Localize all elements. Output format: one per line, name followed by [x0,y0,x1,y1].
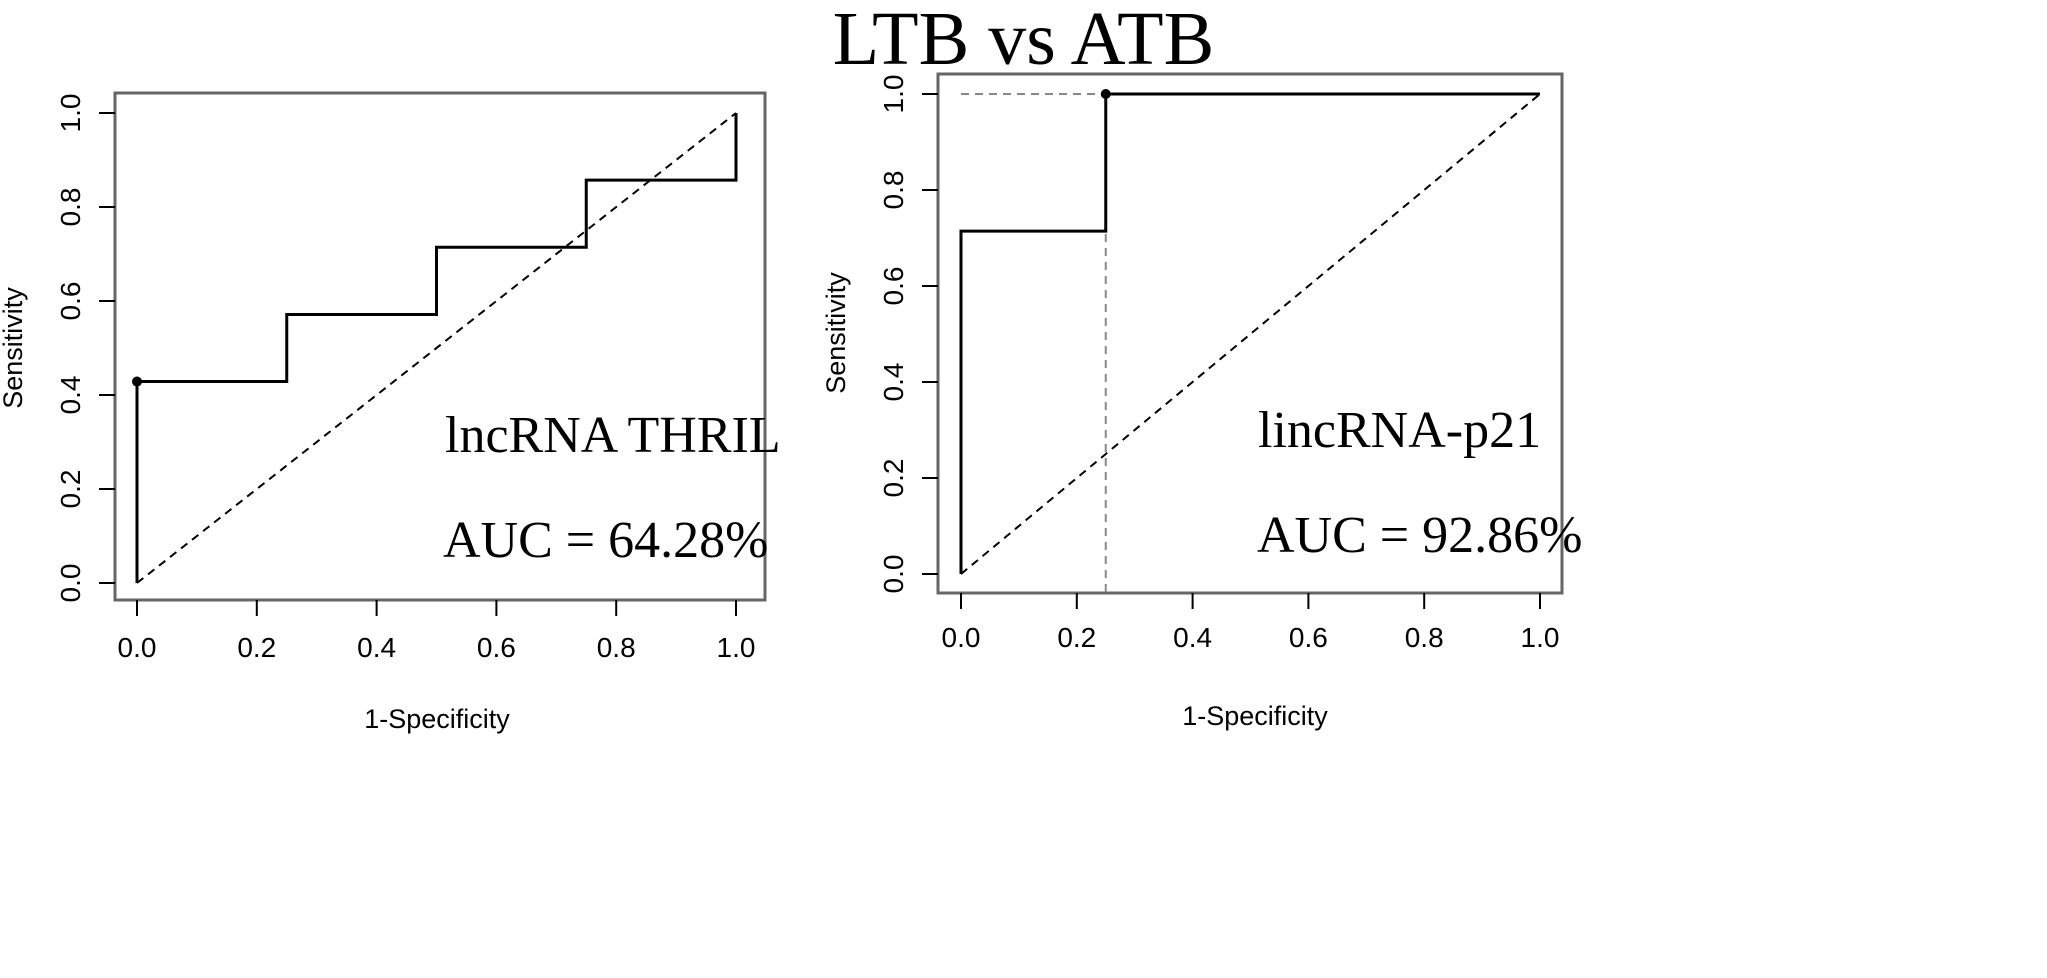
y-axis-label: Sensitivity [0,287,28,409]
x-tick-label: 0.6 [1289,622,1328,653]
y-tick-label: 0.8 [878,171,909,210]
x-tick-label: 0.8 [597,632,636,663]
x-tick-label: 1.0 [717,632,756,663]
x-axis-label: 1-Specificity [364,704,510,734]
reference-diagonal [136,112,737,584]
x-tick-label: 0.4 [1173,622,1212,653]
y-tick-label: 0.0 [55,564,86,603]
roc-curve [135,113,738,583]
auc-annotation: AUC = 64.28% [443,512,768,569]
x-axis-label: 1-Specificity [1182,701,1328,731]
y-axis-label: Sensitivity [821,272,851,394]
y-tick-label: 0.4 [878,363,909,402]
x-tick-label: 0.6 [477,632,516,663]
roc-panel-thril: 0.0 0.2 0.4 0.6 0.8 1.0 0.0 0.2 0.4 0.6 0.8 1.0 1-Sp… [0,91,781,734]
y-tick-label: 0.6 [55,282,86,321]
x-tick-label: 0.2 [1057,622,1096,653]
optimal-point [132,376,142,387]
y-tick-label: 0.6 [878,267,909,306]
optimal-point [1100,89,1111,99]
auc-annotation: AUC = 92.86% [1257,507,1582,564]
figure-title: LTB vs ATB [832,0,1215,81]
y-tick-label: 1.0 [878,75,909,114]
y-tick-label: 0.2 [55,470,86,509]
plot-frame [113,91,767,602]
x-tick-label: 1.0 [1521,622,1560,653]
y-tick-label: 1.0 [55,94,86,133]
marker-name-annotation: lncRNA THRIL [445,407,781,464]
x-tick-label: 0.0 [942,622,981,653]
roc-curve [959,92,1540,574]
x-tick-label: 0.2 [237,632,276,663]
x-tick-label: 0.8 [1405,622,1444,653]
x-tick-label: 0.0 [118,632,157,663]
y-tick-label: 0.2 [878,459,909,498]
roc-panel-p21: 0.0 0.2 0.4 0.6 0.8 1.0 0.0 0.2 0.4 0.6 0.8 1.0 1-Sp… [821,72,1582,731]
y-tick-label: 0.0 [878,555,909,594]
x-tick-label: 0.4 [357,632,396,663]
plot-frame [936,72,1564,595]
marker-name-annotation: lincRNA-p21 [1258,402,1541,459]
reference-diagonal [960,93,1541,575]
y-tick-label: 0.8 [55,188,86,227]
y-tick-label: 0.4 [55,376,86,415]
